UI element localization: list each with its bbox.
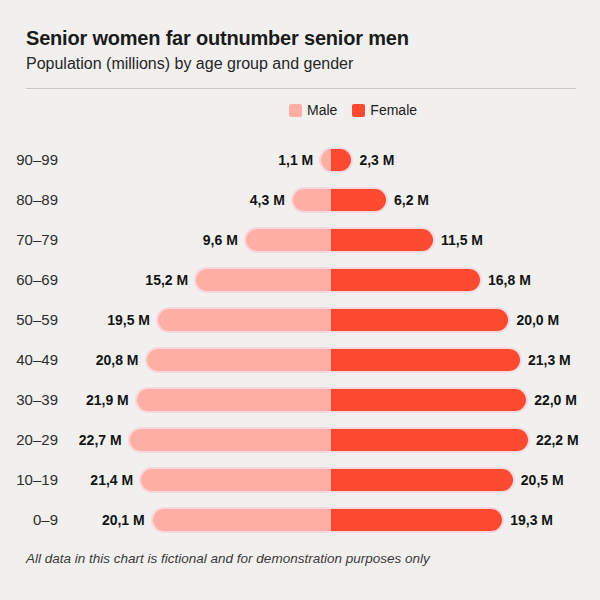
- chart-subtitle: Population (millions) by age group and g…: [26, 55, 353, 73]
- male-value-label: 4,3 M: [215, 189, 285, 211]
- female-value-label: 20,0 M: [516, 309, 559, 331]
- male-bar[interactable]: [293, 189, 331, 211]
- age-group-label: 40–49: [0, 349, 58, 371]
- male-value-label: 19,5 M: [80, 309, 150, 331]
- chart-title: Senior women far outnumber senior men: [26, 27, 409, 50]
- male-bar[interactable]: [141, 469, 331, 491]
- legend-female-label: Female: [370, 102, 417, 118]
- footer-note: All data in this chart is fictional and …: [26, 551, 430, 566]
- header-divider: [26, 88, 576, 89]
- female-value-label: 11,5 M: [441, 229, 483, 251]
- age-group-label: 10–19: [0, 469, 58, 491]
- male-value-label: 1,1 M: [243, 149, 313, 171]
- female-bar[interactable]: [331, 309, 508, 331]
- female-bar[interactable]: [331, 149, 351, 171]
- female-value-label: 2,3 M: [359, 149, 394, 171]
- bar-group: [158, 309, 508, 331]
- bar-group: [147, 349, 520, 371]
- bar-group: [153, 509, 502, 531]
- female-bar[interactable]: [331, 269, 480, 291]
- female-bar[interactable]: [331, 389, 526, 411]
- age-group-label: 70–79: [0, 229, 58, 251]
- female-value-label: 16,8 M: [488, 269, 531, 291]
- male-bar[interactable]: [246, 229, 331, 251]
- age-group-label: 90–99: [0, 149, 58, 171]
- age-group-label: 20–29: [0, 429, 58, 451]
- male-bar[interactable]: [147, 349, 331, 371]
- male-bar[interactable]: [137, 389, 331, 411]
- male-value-label: 20,1 M: [75, 509, 145, 531]
- female-bar[interactable]: [331, 349, 520, 371]
- female-bar[interactable]: [331, 229, 433, 251]
- age-group-label: 80–89: [0, 189, 58, 211]
- legend-item-female: Female: [352, 102, 417, 118]
- bar-group: [141, 469, 513, 491]
- age-group-label: 50–59: [0, 309, 58, 331]
- female-bar[interactable]: [331, 189, 386, 211]
- bar-group: [246, 229, 433, 251]
- age-group-label: 30–39: [0, 389, 58, 411]
- male-bar[interactable]: [130, 429, 331, 451]
- female-value-label: 19,3 M: [510, 509, 553, 531]
- bar-group: [321, 149, 351, 171]
- female-value-label: 21,3 M: [528, 349, 571, 371]
- bar-group: [137, 389, 526, 411]
- female-bar[interactable]: [331, 429, 528, 451]
- bar-group: [130, 429, 528, 451]
- age-group-label: 60–69: [0, 269, 58, 291]
- female-swatch-icon: [352, 104, 365, 117]
- female-bar[interactable]: [331, 509, 502, 531]
- legend-item-male: Male: [289, 102, 337, 118]
- female-value-label: 20,5 M: [521, 469, 564, 491]
- female-value-label: 6,2 M: [394, 189, 429, 211]
- female-value-label: 22,0 M: [534, 389, 577, 411]
- female-bar[interactable]: [331, 469, 513, 491]
- male-value-label: 9,6 M: [168, 229, 238, 251]
- male-value-label: 22,7 M: [52, 429, 122, 451]
- male-value-label: 15,2 M: [118, 269, 188, 291]
- legend-male-label: Male: [307, 102, 337, 118]
- male-bar[interactable]: [153, 509, 331, 531]
- male-value-label: 21,4 M: [63, 469, 133, 491]
- bar-group: [196, 269, 480, 291]
- female-value-label: 22,2 M: [536, 429, 579, 451]
- male-value-label: 20,8 M: [69, 349, 139, 371]
- age-group-label: 0–9: [0, 509, 58, 531]
- male-bar[interactable]: [158, 309, 331, 331]
- male-swatch-icon: [289, 104, 302, 117]
- male-bar[interactable]: [321, 149, 331, 171]
- legend: Male Female: [289, 102, 417, 118]
- male-value-label: 21,9 M: [59, 389, 129, 411]
- male-bar[interactable]: [196, 269, 331, 291]
- bar-group: [293, 189, 386, 211]
- chart-canvas: Senior women far outnumber senior men Po…: [0, 0, 600, 600]
